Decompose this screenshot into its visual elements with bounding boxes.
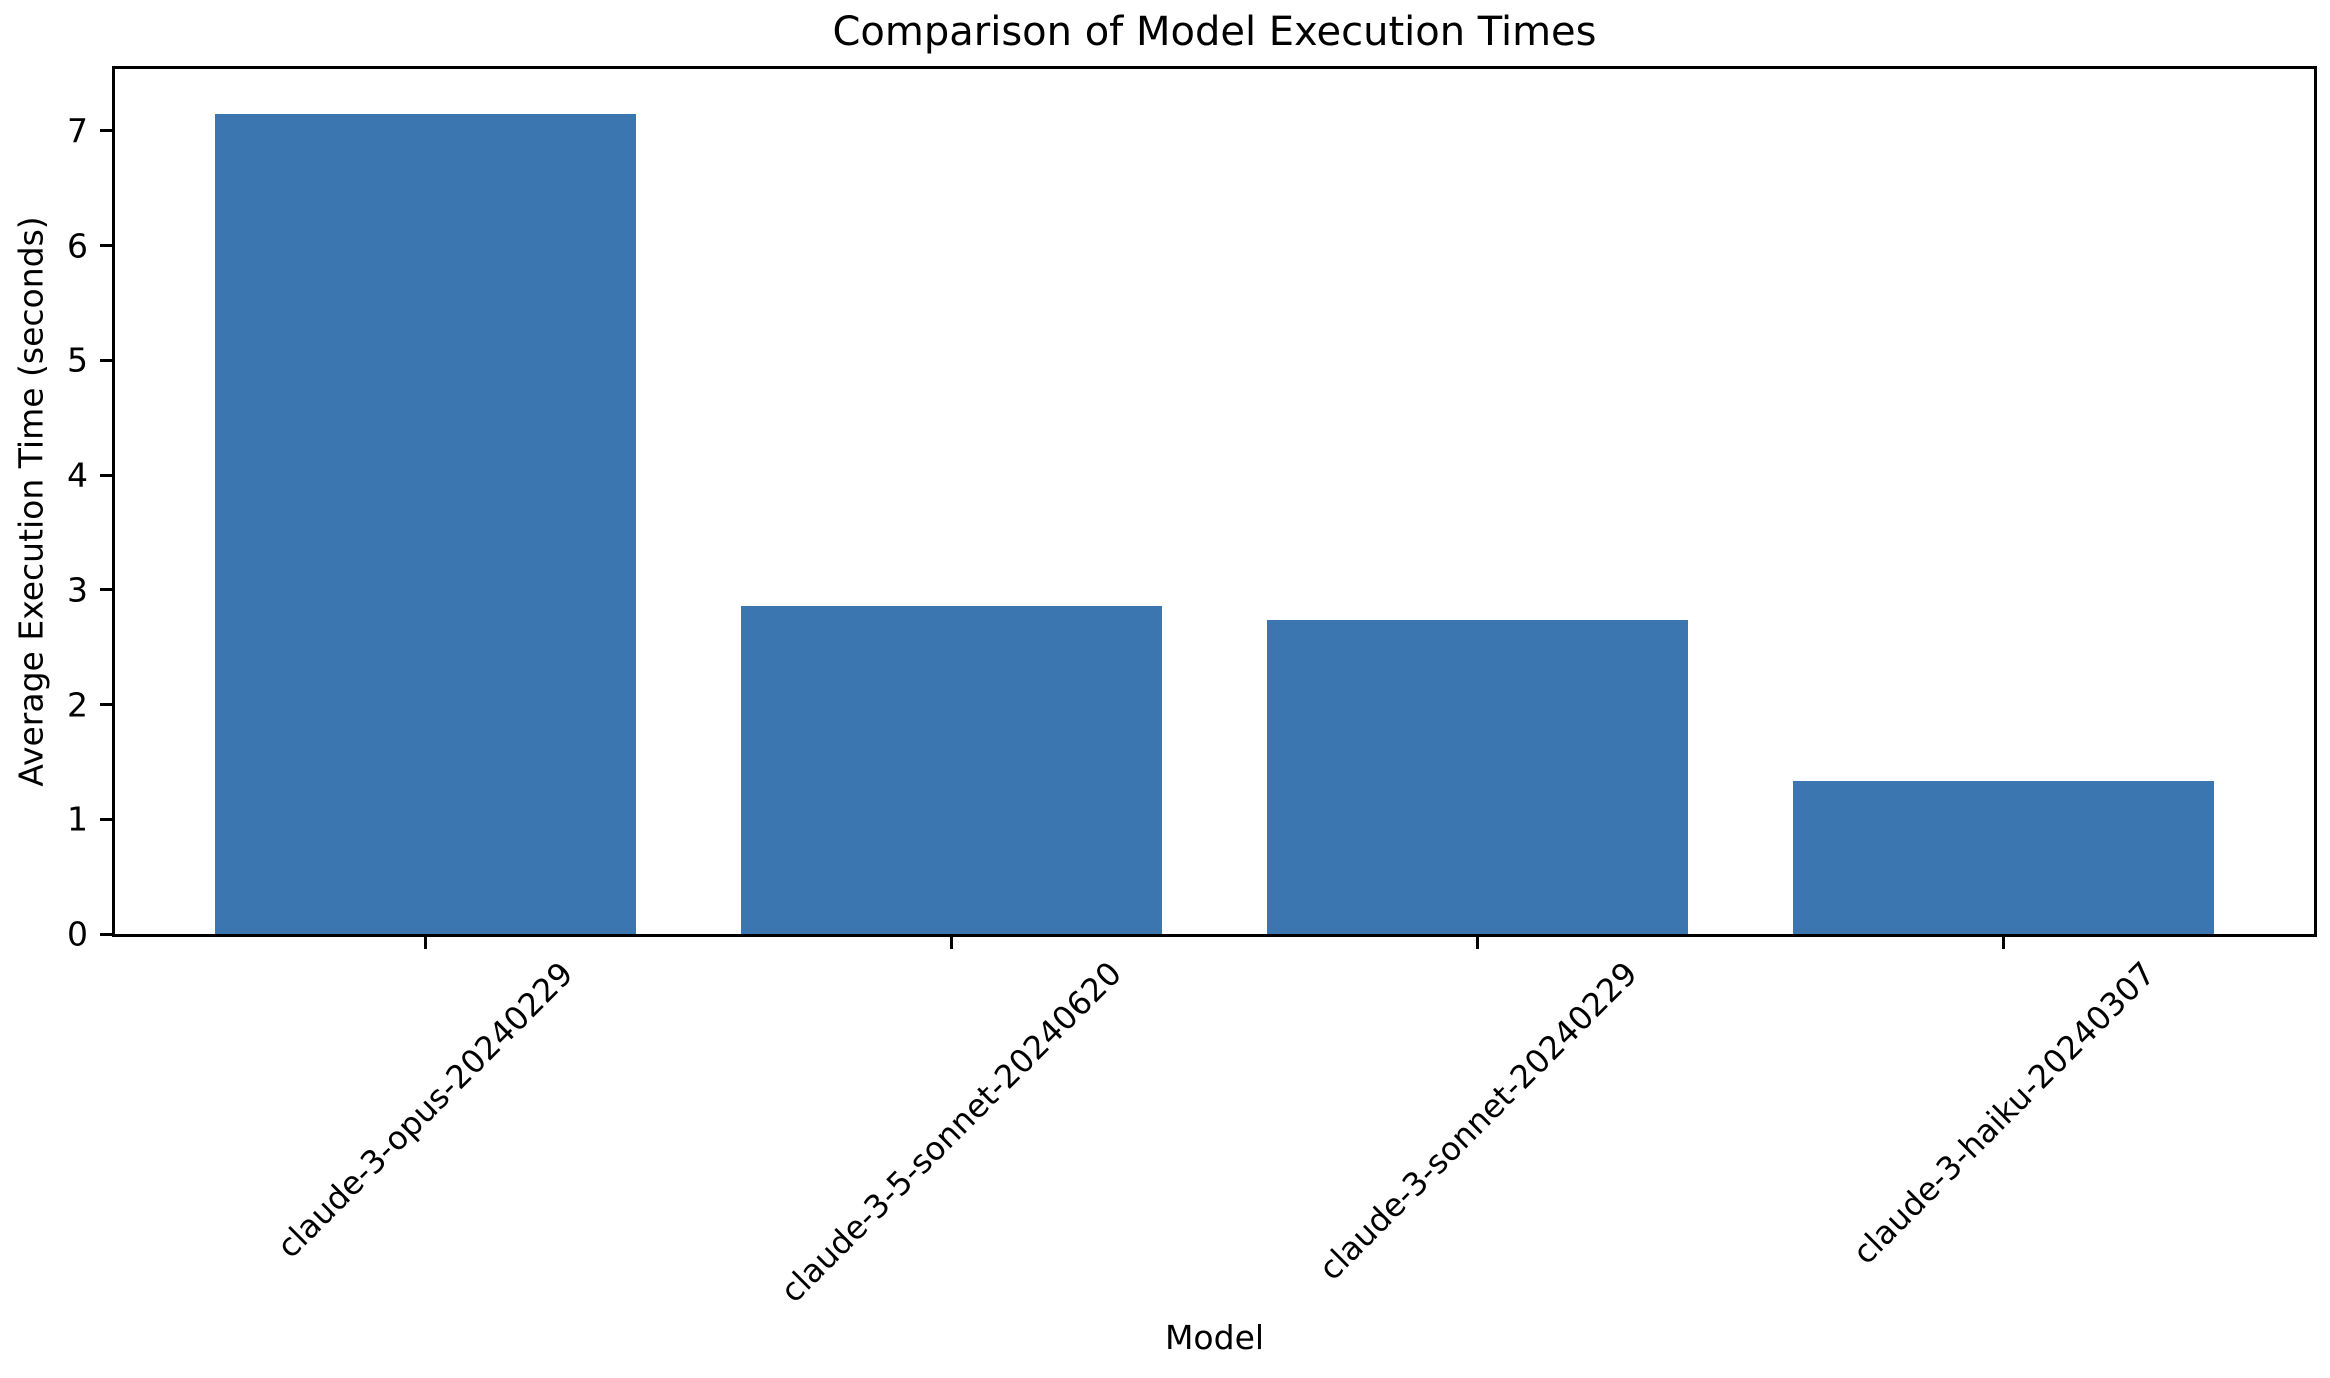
- x-tick-label: claude-3-sonnet-20240229: [1310, 953, 1645, 1288]
- y-tick-mark: [100, 817, 112, 821]
- plot-area: 0 1 2 3 4 5 6 7 claude-3-opus-20240229 claude-3-5…: [67, 66, 2317, 1310]
- y-tick-label: 3: [67, 570, 88, 610]
- x-tick-mark: [1476, 934, 1480, 949]
- bar-claude-3-5-sonnet-20240620: [741, 605, 1162, 934]
- x-tick-mark: [423, 934, 427, 949]
- y-tick-mark: [100, 588, 112, 592]
- x-tick-label: claude-3-opus-20240229: [269, 954, 581, 1266]
- bar-claude-3-sonnet-20240229: [1267, 619, 1688, 934]
- y-tick-mark: [100, 703, 112, 707]
- y-tick-mark: [100, 358, 112, 362]
- y-tick-label: 5: [67, 340, 88, 380]
- y-axis-label: Average Execution Time (seconds): [11, 216, 51, 787]
- y-tick-label: 6: [67, 226, 88, 266]
- y-tick-label: 7: [67, 111, 88, 151]
- y-tick-mark: [100, 473, 112, 477]
- y-axis-label-wrap: Average Execution Time (seconds): [0, 66, 62, 937]
- y-tick-label: 4: [67, 455, 88, 495]
- x-tick-mark: [2002, 934, 2006, 949]
- bar-claude-3-haiku-20240307: [1793, 781, 2215, 934]
- x-axis-label: Model: [1164, 1318, 1265, 1357]
- chart-title: Comparison of Model Execution Times: [832, 9, 1597, 55]
- y-tick-label: 0: [67, 914, 88, 954]
- x-tick-label: claude-3-5-sonnet-20240620: [773, 953, 1130, 1310]
- x-tick-label: claude-3-haiku-20240307: [1844, 954, 2163, 1272]
- y-tick-mark: [100, 932, 112, 936]
- y-tick-label: 2: [67, 685, 88, 725]
- y-tick-mark: [100, 129, 112, 133]
- y-tick-mark: [100, 244, 112, 248]
- x-tick-mark: [949, 934, 953, 949]
- y-tick-label: 1: [67, 799, 88, 839]
- bar-claude-3-opus-20240229: [214, 113, 636, 934]
